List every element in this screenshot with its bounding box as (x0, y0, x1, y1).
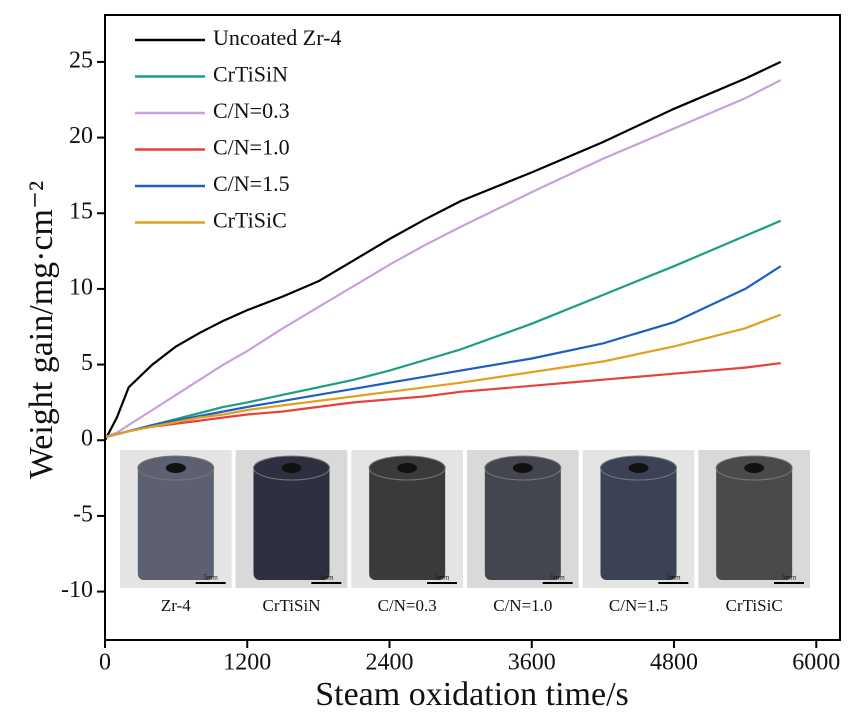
photo-hole (397, 463, 418, 473)
inset-label: C/N=0.3 (378, 596, 437, 615)
scale-bar-label: 5mm (319, 574, 334, 582)
y-tick-label: -10 (61, 577, 93, 603)
legend-label: C/N=1.5 (213, 171, 290, 196)
y-tick-label: 20 (69, 123, 93, 149)
series-line (104, 313, 782, 439)
y-tick-label: 10 (69, 274, 93, 300)
inset-label: C/N=1.5 (609, 596, 668, 615)
x-tick-label: 2400 (366, 650, 414, 676)
series-line (104, 265, 782, 439)
legend-label: C/N=1.0 (213, 135, 290, 160)
photo-hole (628, 463, 649, 473)
y-axis-title: Weight gain/mg·cm⁻² (23, 181, 60, 479)
y-tick-label: 5 (81, 350, 93, 376)
photo-hole (281, 463, 302, 473)
inset-label: CrTiSiC (726, 596, 783, 615)
y-tick-label: 0 (81, 426, 93, 452)
legend-label: CrTiSiN (213, 62, 288, 87)
legend-label: C/N=0.3 (213, 98, 290, 123)
x-tick-label: 6000 (792, 650, 840, 676)
scale-bar-label: 5mm (203, 574, 218, 582)
x-tick-label: 3600 (508, 650, 556, 676)
photo-cylinder (600, 465, 677, 580)
scale-bar-label: 5mm (666, 574, 681, 582)
y-tick-label: 15 (69, 199, 93, 225)
inset-label: Zr-4 (161, 596, 191, 615)
photo-hole (165, 463, 186, 473)
scale-bar-label: 5mm (550, 574, 565, 582)
photo-cylinder (137, 465, 214, 580)
y-tick-label: -5 (73, 501, 93, 527)
legend-label: Uncoated Zr-4 (213, 25, 341, 50)
photo-cylinder (716, 465, 793, 580)
x-tick-label: 1200 (223, 650, 271, 676)
x-tick-label: 0 (99, 650, 111, 676)
photo-cylinder (369, 465, 446, 580)
photo-cylinder (253, 465, 330, 580)
y-tick-label: 25 (69, 47, 93, 73)
inset-label: C/N=1.0 (493, 596, 552, 615)
photo-cylinder (484, 465, 561, 580)
photo-hole (512, 463, 533, 473)
scale-bar-label: 5mm (782, 574, 797, 582)
series-line (104, 79, 782, 439)
photo-hole (744, 463, 765, 473)
legend-label: CrTiSiC (213, 208, 287, 233)
series-line (104, 60, 782, 441)
plot-frame (104, 14, 841, 641)
x-axis-title: Steam oxidation time/s (315, 676, 629, 713)
scale-bar-label: 5mm (435, 574, 450, 582)
inset-label: CrTiSiN (263, 596, 321, 615)
x-tick-label: 4800 (650, 650, 698, 676)
